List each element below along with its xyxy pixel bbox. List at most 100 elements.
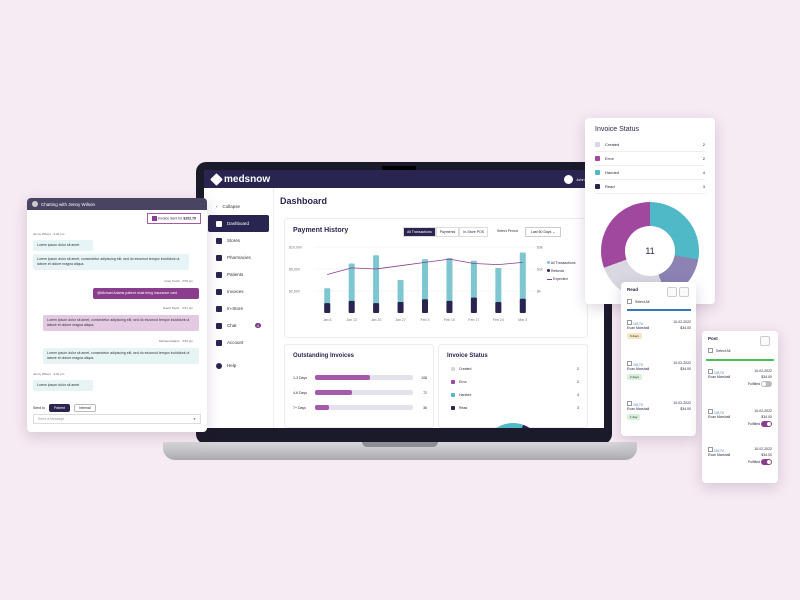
bar-transactions: [373, 255, 380, 313]
bar-refunds: [470, 297, 477, 313]
sidebar-item-label: Dashboard: [227, 221, 250, 226]
list-item[interactable]: 10174 10-02-2022 Evan Marshall $34.00 Fulf…: [708, 409, 772, 427]
status-row: Handed 4: [451, 393, 579, 397]
status-label: Handed: [459, 393, 472, 397]
sidebar-item-invoices[interactable]: Invoices: [208, 283, 269, 300]
sidebar-item-in-store[interactable]: In-Store: [208, 300, 269, 317]
invoice-id[interactable]: 10174: [713, 449, 724, 453]
toggle-knob: [767, 460, 771, 464]
tab-all-transactions[interactable]: All Transactions: [403, 227, 436, 237]
progress-fill: [315, 390, 353, 395]
sidebar-item-pharmacies[interactable]: Pharmacies: [208, 249, 269, 266]
sidebar-item-account[interactable]: Account: [208, 334, 269, 351]
tab-in-store-pos[interactable]: In-Store POS: [459, 227, 489, 237]
message-meta: Jenny Wilson · 3:46 pm: [33, 232, 65, 236]
age-tag: 2 days: [627, 374, 642, 380]
list-item[interactable]: 10174 10-02-2022 Evan Marshall $34.00 1 da…: [627, 401, 691, 420]
laptop-notch: [362, 442, 438, 447]
age-tag: 1 day: [627, 414, 641, 420]
bar-transactions: [519, 252, 526, 313]
print-icon[interactable]: [760, 336, 770, 346]
fulfilled-toggle[interactable]: [761, 421, 772, 427]
invoice-id[interactable]: 10174: [632, 363, 643, 367]
checkbox[interactable]: [708, 409, 713, 414]
select-all[interactable]: Select All: [627, 299, 649, 304]
period-value: Last 60 Days: [531, 230, 552, 234]
fulfilled-toggle[interactable]: [761, 381, 772, 387]
card-title: Read: [627, 287, 639, 292]
legend-label: Expected: [552, 277, 568, 281]
row-label: 7+ Days: [293, 405, 306, 410]
post-card: Post Select All 10174 10-02-2022 Evan Mar…: [702, 331, 778, 483]
send-icon[interactable]: ➤: [193, 417, 196, 421]
checkbox[interactable]: [708, 369, 713, 374]
sidebar-item-patients[interactable]: Patients: [208, 266, 269, 283]
fulfilled-label: Fulfilled: [747, 459, 761, 464]
bar-refunds: [495, 302, 502, 313]
message-bubble: Lorem ipsum dolor sit amet, consectetur …: [43, 315, 199, 331]
legend-label: All Transactions: [550, 261, 576, 265]
fulfilled-label: Fulfilled: [747, 381, 761, 386]
status-label: Error: [605, 156, 614, 161]
send-to-patient[interactable]: Patient: [49, 404, 70, 412]
message-meta: Gray Smith · 3:50 pm: [164, 279, 193, 283]
invoice-sent-badge[interactable]: Invoice Sent for $102.79: [147, 213, 201, 224]
sidebar-item-help[interactable]: Help: [208, 357, 269, 374]
invoice-amount: $34.00: [680, 326, 691, 330]
patients-icon: [216, 271, 222, 278]
chat-panel: Chatting with Jenny Wilson Invoice Sent …: [27, 198, 207, 432]
status-label: Read: [605, 184, 615, 189]
collapse-button[interactable]: ‹ Collapse: [208, 198, 269, 215]
bar-refunds: [373, 303, 380, 313]
checkbox[interactable]: [627, 320, 632, 325]
list-item[interactable]: 10174 10-02-2022 Evan Marshall $34.00 2 da…: [627, 361, 691, 380]
sidebar-item-chat[interactable]: Chat 4: [208, 317, 269, 334]
period-select[interactable]: Last 60 Days ⌄: [525, 227, 562, 237]
top-bar: medsnow John Smith: [204, 170, 604, 188]
read-card: Read Select All 10174 10-02-2022 Evan Mar…: [621, 282, 696, 436]
status-row: Created 2: [451, 367, 579, 371]
checkbox[interactable]: [627, 401, 632, 406]
select-all[interactable]: Select All: [708, 348, 730, 353]
select-all-label: Select All: [716, 348, 731, 353]
x-tick-label: Jan 13: [346, 318, 357, 322]
list-item[interactable]: 10174 10-02-2022 Evan Marshall $34.00 Fulf…: [708, 369, 772, 387]
list-item[interactable]: 10174 10-02-2022 Evan Marshall $34.00 9 da…: [627, 320, 691, 339]
status-dot: [595, 142, 600, 147]
bar-refunds: [422, 299, 428, 313]
message-bubble: Lorem ipsum dolor sit amet, consectetur …: [33, 254, 189, 270]
invoice-amount: $34.00: [680, 407, 691, 411]
list-item[interactable]: 10174 10-02-2022 Evan Marshall $34.00 Fulf…: [708, 447, 772, 465]
send-to-internal[interactable]: Internal: [73, 404, 96, 412]
checkbox[interactable]: [708, 447, 713, 452]
tab-payments[interactable]: Payments: [435, 227, 460, 237]
checkbox[interactable]: [627, 299, 632, 304]
store-icon: [216, 237, 222, 244]
patient-name: Evan Marshall: [708, 415, 731, 419]
message-placeholder: Send a Message: [38, 417, 65, 421]
send-icon[interactable]: [667, 287, 677, 297]
logo-icon: [210, 172, 223, 186]
bar-refunds: [324, 303, 331, 313]
patient-name: Evan Marshall: [708, 453, 731, 457]
invoice-id[interactable]: 10174: [713, 371, 724, 375]
sidebar-item-dashboard[interactable]: Dashboard: [208, 215, 269, 232]
print-icon[interactable]: [679, 287, 689, 297]
x-tick-label: Jan 27: [395, 318, 406, 322]
message-input[interactable]: Send a Message ➤: [33, 414, 201, 424]
fulfilled-toggle[interactable]: [761, 459, 772, 465]
chart-legend: All Transactions Refunds Expected: [547, 259, 576, 283]
outstanding-row: 4-6 Days 72: [293, 390, 427, 395]
bar-refunds: [397, 302, 404, 313]
message-bubble: Lorem ipsum dolor sit amet, consectetur …: [43, 348, 199, 364]
invoice-id[interactable]: 10174: [632, 322, 643, 326]
sidebar-item-stores[interactable]: Stores: [208, 232, 269, 249]
invoice-id[interactable]: 10174: [632, 403, 643, 407]
invoice-id[interactable]: 10174: [713, 411, 724, 415]
row-value: 72: [423, 390, 427, 395]
checkbox[interactable]: [627, 361, 632, 366]
y2-tick-label: $k: [537, 290, 541, 294]
status-label: Read: [459, 406, 468, 410]
sidebar-item-label: Stores: [227, 238, 241, 243]
checkbox[interactable]: [708, 348, 713, 353]
